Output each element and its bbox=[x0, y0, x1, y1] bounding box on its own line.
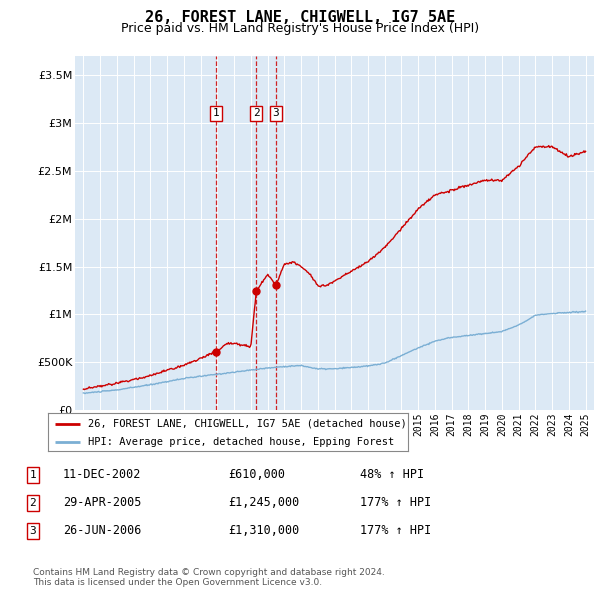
Text: 26-JUN-2006: 26-JUN-2006 bbox=[63, 525, 142, 537]
Text: 2: 2 bbox=[253, 109, 260, 119]
Text: 48% ↑ HPI: 48% ↑ HPI bbox=[360, 468, 424, 481]
Text: £1,245,000: £1,245,000 bbox=[228, 496, 299, 509]
Text: 2: 2 bbox=[29, 498, 37, 507]
Text: 3: 3 bbox=[272, 109, 279, 119]
Text: £1,310,000: £1,310,000 bbox=[228, 525, 299, 537]
Text: 1: 1 bbox=[213, 109, 220, 119]
Text: 11-DEC-2002: 11-DEC-2002 bbox=[63, 468, 142, 481]
Text: 1: 1 bbox=[29, 470, 37, 480]
Text: 29-APR-2005: 29-APR-2005 bbox=[63, 496, 142, 509]
Text: Contains HM Land Registry data © Crown copyright and database right 2024.
This d: Contains HM Land Registry data © Crown c… bbox=[33, 568, 385, 587]
Text: 177% ↑ HPI: 177% ↑ HPI bbox=[360, 525, 431, 537]
Text: HPI: Average price, detached house, Epping Forest: HPI: Average price, detached house, Eppi… bbox=[88, 437, 394, 447]
Text: 26, FOREST LANE, CHIGWELL, IG7 5AE: 26, FOREST LANE, CHIGWELL, IG7 5AE bbox=[145, 10, 455, 25]
Text: 177% ↑ HPI: 177% ↑ HPI bbox=[360, 496, 431, 509]
Text: Price paid vs. HM Land Registry's House Price Index (HPI): Price paid vs. HM Land Registry's House … bbox=[121, 22, 479, 35]
Text: 3: 3 bbox=[29, 526, 37, 536]
Text: 26, FOREST LANE, CHIGWELL, IG7 5AE (detached house): 26, FOREST LANE, CHIGWELL, IG7 5AE (deta… bbox=[88, 419, 406, 429]
Text: £610,000: £610,000 bbox=[228, 468, 285, 481]
